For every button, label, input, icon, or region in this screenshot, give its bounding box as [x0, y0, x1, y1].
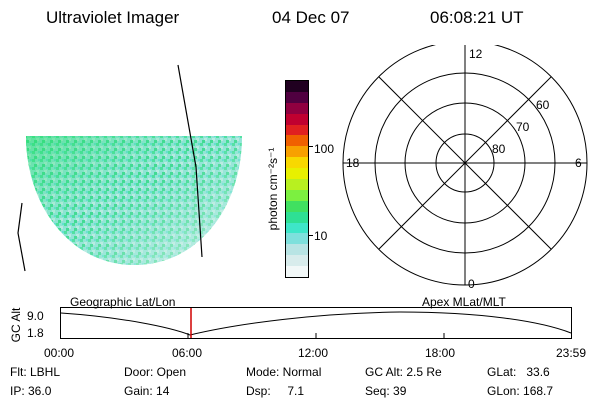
colorbar-segment	[286, 200, 308, 212]
colorbar-segment	[286, 113, 308, 125]
gc-altitude-status: GC Alt: 2.5 Re	[365, 365, 442, 379]
altitude-axis-label: GC Alt	[9, 307, 23, 343]
colorbar-segment	[286, 222, 308, 234]
colorbar-segment	[286, 135, 308, 147]
colorbar-segment	[286, 146, 308, 158]
colorbar-tick-10: 10	[314, 229, 328, 243]
colorbar-segment	[286, 168, 308, 179]
uv-image-geographic	[17, 64, 242, 272]
seq-status: Seq: 39	[365, 384, 407, 398]
gain-status: Gain: 14	[124, 384, 170, 398]
colorbar-tick-100: 100	[314, 142, 335, 156]
y-tick-1-8: 1.8	[27, 326, 44, 340]
x-tick-2359: 23:59	[556, 346, 587, 360]
polar-mlt-plot: 12 18 6 0 60 70 80	[342, 45, 588, 290]
dsp-status: Dsp: 7.1	[246, 384, 305, 398]
time-readout: 06:08:21 UT	[430, 8, 524, 27]
app-title: Ultraviolet Imager	[46, 8, 180, 27]
color-scale-bar	[285, 80, 309, 278]
x-tick-0600: 06:00	[172, 346, 203, 360]
x-tick-1800: 18:00	[425, 346, 456, 360]
colorbar-segment	[286, 233, 308, 245]
mlt-label-6: 6	[575, 156, 582, 170]
colorbar-segment	[286, 102, 308, 114]
colorbar-segment	[286, 157, 308, 169]
colorbar-segment	[286, 178, 308, 190]
y-tick-9: 9.0	[27, 309, 44, 323]
lat-label-70: 70	[516, 120, 530, 134]
colorbar-segment	[286, 255, 308, 267]
geographic-label: Geographic Lat/Lon	[70, 295, 176, 309]
colorbar-units-label: photon cm⁻²s⁻¹	[266, 147, 280, 231]
x-tick-0000: 00:00	[44, 346, 75, 360]
glon-status: GLon: 168.7	[487, 384, 554, 398]
colorbar-segment	[286, 80, 308, 92]
glat-status: GLat: 33.6	[487, 365, 550, 379]
lat-label-80: 80	[492, 142, 506, 156]
colorbar-segment	[286, 189, 308, 201]
colorbar-segment	[286, 244, 308, 256]
colorbar-segment	[286, 211, 308, 223]
colorbar-segment	[286, 266, 308, 277]
colorbar-segment	[286, 91, 308, 103]
altitude-timeline-plot	[60, 307, 572, 339]
apex-label: Apex MLat/MLT	[422, 295, 506, 309]
x-tick-1200: 12:00	[298, 346, 329, 360]
lat-label-60: 60	[536, 98, 550, 112]
mlt-label-18: 18	[346, 156, 360, 170]
door-status: Door: Open	[124, 365, 187, 379]
date-readout: 04 Dec 07	[272, 8, 350, 27]
filter-status: Flt: LBHL	[10, 365, 61, 379]
mlt-label-0: 0	[468, 277, 475, 290]
colorbar-segment	[286, 124, 308, 136]
ip-status: IP: 36.0	[10, 384, 52, 398]
mode-status: Mode: Normal	[246, 365, 322, 379]
mlt-label-12: 12	[469, 47, 483, 61]
